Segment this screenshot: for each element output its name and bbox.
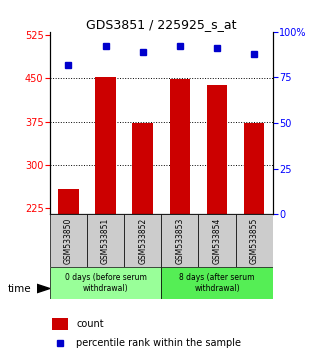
- Bar: [244, 123, 265, 214]
- Text: GSM533850: GSM533850: [64, 217, 73, 264]
- Bar: [124, 214, 161, 267]
- Bar: [87, 214, 124, 267]
- Bar: [50, 214, 87, 267]
- Text: percentile rank within the sample: percentile rank within the sample: [76, 338, 241, 348]
- Text: GSM533851: GSM533851: [101, 218, 110, 264]
- Bar: [133, 123, 153, 214]
- Bar: [52, 318, 68, 330]
- Text: 0 days (before serum
withdrawal): 0 days (before serum withdrawal): [65, 274, 146, 293]
- Bar: [95, 77, 116, 214]
- Text: GSM533854: GSM533854: [213, 217, 221, 264]
- Bar: [170, 79, 190, 214]
- Text: 8 days (after serum
withdrawal): 8 days (after serum withdrawal): [179, 274, 255, 293]
- Text: GSM533853: GSM533853: [175, 217, 184, 264]
- Bar: [50, 267, 161, 299]
- Title: GDS3851 / 225925_s_at: GDS3851 / 225925_s_at: [86, 18, 237, 31]
- Text: GSM533852: GSM533852: [138, 218, 147, 264]
- Bar: [161, 267, 273, 299]
- Polygon shape: [37, 284, 50, 293]
- Text: GSM533855: GSM533855: [250, 217, 259, 264]
- Bar: [198, 214, 236, 267]
- Text: time: time: [8, 284, 32, 293]
- Text: count: count: [76, 319, 104, 329]
- Bar: [236, 214, 273, 267]
- Bar: [58, 189, 79, 214]
- Bar: [161, 214, 198, 267]
- Bar: [207, 85, 227, 214]
